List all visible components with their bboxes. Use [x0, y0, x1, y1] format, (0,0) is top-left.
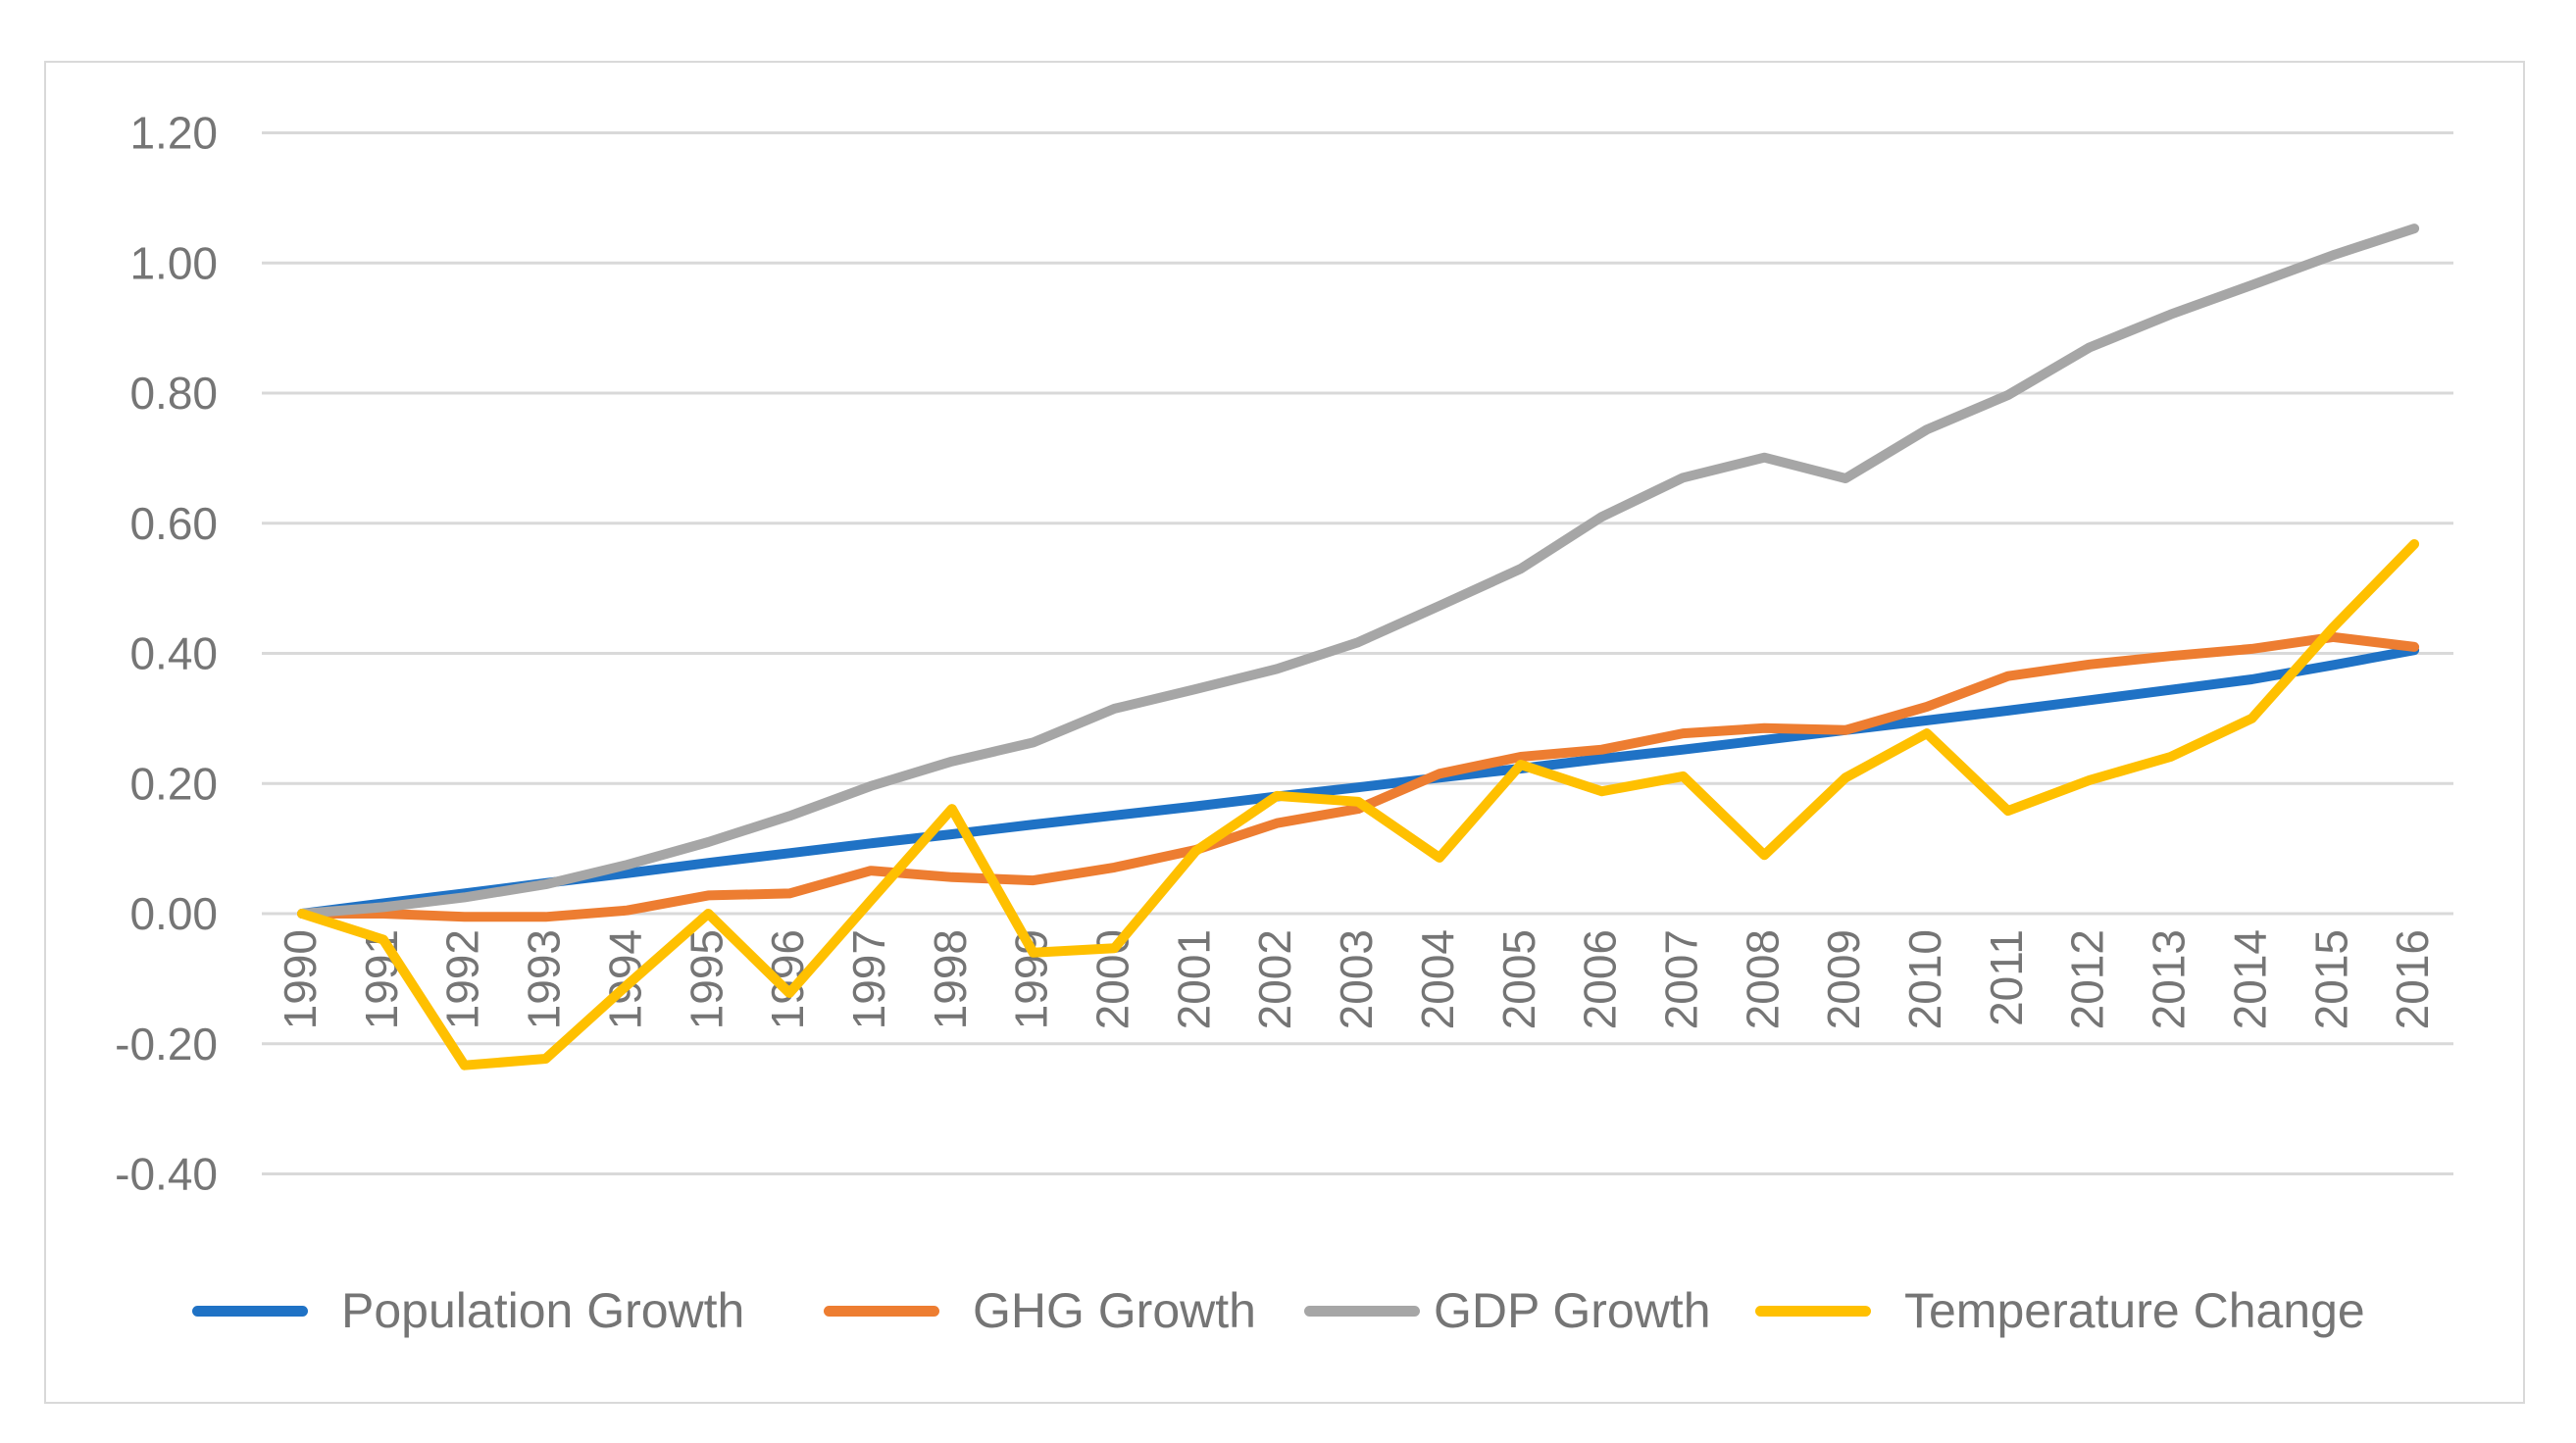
x-tick-label: 2012 [2062, 929, 2113, 1029]
x-tick-label: 2007 [1655, 929, 1706, 1029]
y-tick-label: -0.20 [115, 1019, 218, 1070]
x-tick-label: 2011 [1981, 929, 2032, 1026]
x-tick-label: 1994 [599, 929, 650, 1029]
y-tick-label: 0.40 [129, 628, 218, 679]
x-tick-label: 2008 [1737, 929, 1788, 1029]
series-line-ghg-growth [297, 631, 2420, 922]
x-tick-label: 2006 [1575, 929, 1626, 1029]
y-tick-label: 1.00 [129, 237, 218, 288]
x-tick-label: 2004 [1412, 929, 1463, 1029]
x-tick-label: 1993 [519, 929, 570, 1029]
legend-swatch-gdp-growth [1304, 1306, 1420, 1317]
y-tick-label: 0.60 [129, 498, 218, 549]
chart-frame [44, 61, 2525, 1404]
y-tick-label: 0.00 [129, 888, 218, 939]
x-tick-label: 2002 [1249, 929, 1300, 1029]
x-axis-tick-labels: 1990 1991 1992 1993 1994 1995 1996 1997 1998 1999… [275, 929, 2438, 1029]
x-tick-label: 1998 [925, 929, 976, 1029]
legend-label-temperature-change: Temperature Change [1904, 1283, 2365, 1338]
x-tick-label: 2016 [2387, 929, 2438, 1029]
x-tick-label: 2013 [2144, 929, 2195, 1029]
series-line-population-growth [297, 645, 2420, 919]
x-tick-label: 1991 [356, 929, 407, 1029]
legend-swatch-ghg-growth [824, 1306, 939, 1317]
series-line-gdp-growth [297, 224, 2420, 919]
x-tick-label: 2009 [1818, 929, 1869, 1029]
x-tick-label: 1992 [437, 929, 488, 1029]
legend-label-gdp-growth: GDP Growth [1434, 1283, 1711, 1338]
legend-label-ghg-growth: GHG Growth [973, 1283, 1256, 1338]
legend-label-population-growth: Population Growth [341, 1283, 745, 1338]
x-tick-label: 2015 [2305, 929, 2356, 1029]
legend-swatch-temperature-change [1755, 1306, 1871, 1317]
y-tick-label: 1.20 [129, 108, 218, 159]
x-tick-label: 1990 [275, 929, 326, 1029]
x-tick-label: 2001 [1168, 929, 1219, 1029]
x-tick-label: 2010 [1899, 929, 1950, 1029]
x-tick-label: 1997 [843, 929, 894, 1029]
x-tick-label: 2005 [1493, 929, 1544, 1029]
series-lines [297, 224, 2420, 1070]
series-line-temperature-change [297, 539, 2420, 1070]
y-tick-label: 0.80 [129, 368, 218, 419]
x-tick-label: 1995 [681, 929, 732, 1029]
y-tick-label: 0.20 [129, 758, 218, 809]
x-tick-label: 2014 [2224, 929, 2275, 1029]
y-tick-label: -0.40 [115, 1149, 218, 1200]
legend-swatch-population-growth [192, 1306, 308, 1317]
y-axis-tick-labels: 1.20 1.00 0.80 0.60 0.40 0.20 0.00 -0.20 -0.40 [115, 108, 218, 1200]
x-tick-label: 2003 [1331, 929, 1382, 1029]
